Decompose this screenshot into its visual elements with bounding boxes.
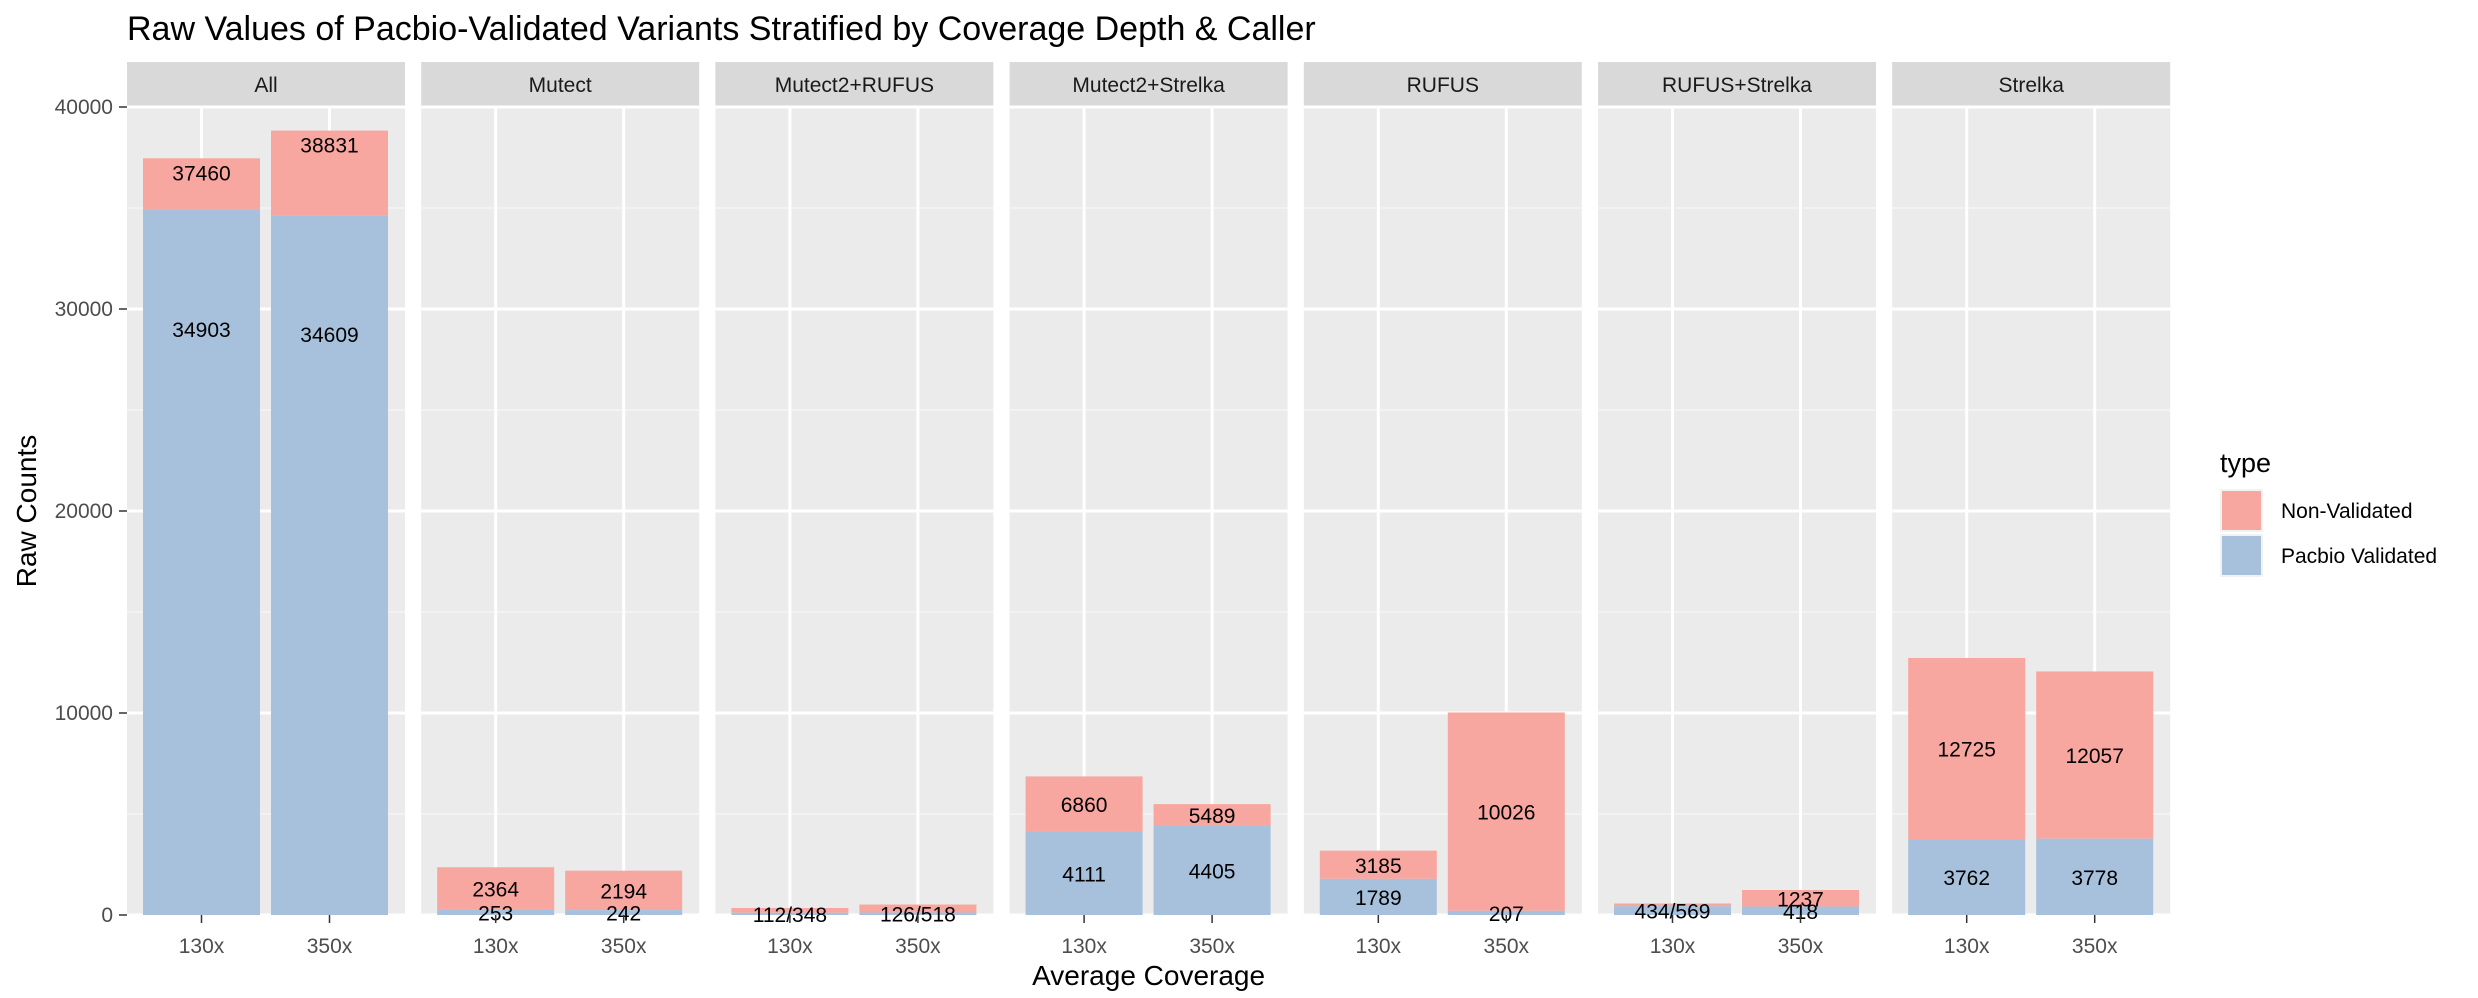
y-tick-label: 30000 bbox=[55, 298, 113, 321]
facet-strip bbox=[1892, 62, 2171, 107]
facet-label: All bbox=[254, 74, 277, 97]
bar-segment-non-validated bbox=[859, 904, 977, 913]
data-label-validated: 434/569 bbox=[1635, 901, 1711, 924]
x-axis-title: Average Coverage bbox=[1032, 960, 1265, 991]
y-axis-title: Raw Counts bbox=[11, 435, 42, 588]
bar-segment-non-validated bbox=[2036, 671, 2154, 839]
bar-segment-non-validated bbox=[271, 130, 388, 216]
bar-segment-pacbio-validated bbox=[1742, 906, 1859, 915]
y-tick-label: 20000 bbox=[55, 500, 113, 523]
data-label-non-validated: 3185 bbox=[1355, 855, 1402, 878]
x-tick-label: 350x bbox=[601, 935, 647, 958]
legend-key-non-validated bbox=[2222, 491, 2261, 530]
bar-segment-non-validated bbox=[731, 907, 849, 913]
facet-label: Mutect2+Strelka bbox=[1072, 74, 1225, 97]
bar-segment-pacbio-validated bbox=[271, 215, 388, 915]
x-tick-label: 350x bbox=[1189, 935, 1235, 958]
x-tick-label: 350x bbox=[307, 935, 353, 958]
bar-segment-non-validated bbox=[143, 158, 260, 210]
data-label-non-validated: 6860 bbox=[1061, 794, 1108, 817]
facet-strip bbox=[421, 62, 700, 107]
bar-segment-non-validated bbox=[437, 867, 555, 910]
bar-segment-pacbio-validated bbox=[565, 910, 683, 915]
facet-label: Mutect2+RUFUS bbox=[775, 74, 934, 97]
data-label-non-validated: 12725 bbox=[1937, 738, 1995, 761]
bar-segment-pacbio-validated bbox=[731, 912, 849, 915]
bar-segment-pacbio-validated bbox=[1447, 910, 1565, 915]
data-label-non-validated: 38831 bbox=[300, 135, 358, 158]
x-tick-label: 130x bbox=[1944, 935, 1990, 958]
facet-label: Mutect bbox=[529, 74, 592, 97]
bar-segment-pacbio-validated bbox=[859, 912, 977, 915]
data-label-validated: 3778 bbox=[2071, 867, 2118, 890]
bar-segment-non-validated bbox=[1614, 903, 1731, 907]
bar-segment-non-validated bbox=[1908, 657, 2026, 840]
facet-label: RUFUS bbox=[1407, 74, 1479, 97]
bar-segment-pacbio-validated bbox=[1908, 839, 2026, 915]
x-tick-label: 130x bbox=[473, 935, 519, 958]
y-tick-label: 40000 bbox=[55, 96, 113, 119]
bar-segment-pacbio-validated bbox=[1153, 826, 1271, 915]
data-label-non-validated: 12057 bbox=[2065, 745, 2123, 768]
data-label-validated: 1789 bbox=[1355, 887, 1402, 910]
chart-title: Raw Values of Pacbio-Validated Variants … bbox=[127, 10, 1316, 48]
x-tick-label: 130x bbox=[1356, 935, 1402, 958]
facet-strip bbox=[127, 62, 405, 107]
data-label-validated: 3762 bbox=[1943, 867, 1990, 890]
bar-segment-non-validated bbox=[1319, 850, 1437, 879]
bar-segment-non-validated bbox=[1025, 776, 1143, 832]
data-label-non-validated: 5489 bbox=[1189, 805, 1236, 828]
data-label-non-validated: 2194 bbox=[600, 880, 647, 903]
bar-segment-pacbio-validated bbox=[1025, 831, 1143, 915]
data-label-non-validated: 1237 bbox=[1777, 888, 1824, 911]
y-tick-label: 0 bbox=[101, 904, 113, 927]
bar-segment-non-validated bbox=[1153, 804, 1271, 827]
data-label-non-validated: 2364 bbox=[472, 879, 519, 902]
x-tick-label: 130x bbox=[1061, 935, 1107, 958]
facet-strip bbox=[1598, 62, 1876, 107]
facet-strip bbox=[715, 62, 994, 107]
bar-segment-pacbio-validated bbox=[1319, 878, 1437, 915]
bar-segment-non-validated bbox=[1742, 890, 1859, 907]
data-label-validated: 242 bbox=[606, 903, 641, 926]
legend-label: Pacbio Validated bbox=[2281, 545, 2437, 568]
facet-label: Strelka bbox=[1999, 74, 2065, 97]
data-label-validated: 418 bbox=[1783, 901, 1818, 924]
x-tick-label: 350x bbox=[895, 935, 941, 958]
data-label-validated: 34609 bbox=[300, 324, 358, 347]
data-label-non-validated: 37460 bbox=[172, 162, 230, 185]
data-label-validated: 207 bbox=[1489, 903, 1524, 926]
bar-segment-non-validated bbox=[1447, 712, 1565, 911]
bar-segment-pacbio-validated bbox=[2036, 838, 2154, 915]
x-tick-label: 130x bbox=[767, 935, 813, 958]
facet-label: RUFUS+Strelka bbox=[1662, 74, 1812, 97]
facet-strip bbox=[1303, 62, 1582, 107]
bar-segment-pacbio-validated bbox=[143, 209, 260, 915]
x-tick-label: 130x bbox=[1650, 935, 1696, 958]
data-label-validated: 4405 bbox=[1189, 861, 1236, 884]
data-label-validated: 4111 bbox=[1062, 863, 1106, 886]
x-tick-label: 130x bbox=[179, 935, 225, 958]
legend-label: Non-Validated bbox=[2281, 500, 2413, 523]
bar-segment-pacbio-validated bbox=[437, 909, 555, 915]
data-label-validated: 253 bbox=[478, 902, 513, 925]
data-label-validated: 34903 bbox=[172, 319, 230, 342]
y-tick-label: 10000 bbox=[55, 702, 113, 725]
bar-segment-non-validated bbox=[565, 870, 683, 911]
data-label-non-validated: 10026 bbox=[1477, 802, 1535, 825]
facet-strip bbox=[1009, 62, 1288, 107]
legend-title: type bbox=[2220, 448, 2271, 478]
x-tick-label: 350x bbox=[1484, 935, 1530, 958]
x-tick-label: 350x bbox=[2072, 935, 2118, 958]
bar-segment-pacbio-validated bbox=[1614, 906, 1731, 915]
x-tick-label: 350x bbox=[1778, 935, 1824, 958]
legend-key-pacbio-validated bbox=[2222, 536, 2261, 575]
